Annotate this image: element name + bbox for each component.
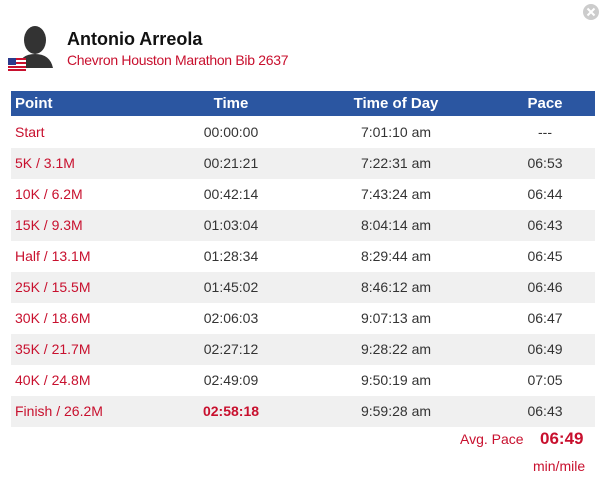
table-cell: Half / 13.1M <box>15 248 91 264</box>
table-cell: Finish / 26.2M <box>15 403 103 419</box>
table-cell: 01:45:02 <box>203 279 259 295</box>
avatar <box>8 26 53 71</box>
table-row: 15K / 9.3M 01:03:04 8:04:14 am 06:43 <box>11 210 595 241</box>
race-subtitle: Chevron Houston Marathon Bib 2637 <box>67 52 289 68</box>
table-row: 5K / 3.1M 00:21:21 7:22:31 am 06:53 <box>11 148 595 179</box>
runner-name: Antonio Arreola <box>67 29 203 49</box>
table-cell: 25K / 15.5M <box>15 279 91 295</box>
table-cell: --- <box>538 124 552 140</box>
avg-pace: 06:49 <box>540 429 584 448</box>
table-cell: 06:43 <box>527 217 563 233</box>
column-header: Point <box>15 95 53 112</box>
table-cell: 9:28:22 am <box>360 341 432 357</box>
table-cell: 7:22:31 am <box>360 155 432 171</box>
table-cell: 00:42:14 <box>203 186 259 202</box>
table-cell: 8:29:44 am <box>360 248 432 264</box>
table-cell: 8:04:14 am <box>360 217 432 233</box>
table-cell: Start <box>15 124 45 140</box>
table-cell: 06:45 <box>527 248 563 264</box>
table-row: 10K / 6.2M 00:42:14 7:43:24 am 06:44 <box>11 179 595 210</box>
avg-pace-label: Avg. Pace <box>460 431 524 447</box>
table-cell: 40K / 24.8M <box>15 372 91 388</box>
column-header: Pace <box>527 95 563 112</box>
table-cell: 02:06:03 <box>203 310 259 326</box>
table-cell: 02:49:09 <box>203 372 259 388</box>
table-cell: 9:59:28 am <box>360 403 432 419</box>
table-cell: 06:43 <box>527 403 563 419</box>
table-cell: 01:03:04 <box>203 217 259 233</box>
table-cell: 8:46:12 am <box>360 279 432 295</box>
table-cell: 30K / 18.6M <box>15 310 91 326</box>
table-row: 25K / 15.5M 01:45:02 8:46:12 am 06:46 <box>11 272 595 303</box>
table-cell: 7:01:10 am <box>360 124 432 140</box>
column-header: Time <box>213 95 249 112</box>
table-cell: 10K / 6.2M <box>15 186 83 202</box>
table-cell: 7:43:24 am <box>360 186 432 202</box>
table-cell: 9:07:13 am <box>360 310 432 326</box>
table-cell: 02:27:12 <box>203 341 259 357</box>
table-cell: 07:05 <box>527 372 563 388</box>
table-row: Half / 13.1M 01:28:34 8:29:44 am 06:45 <box>11 241 595 272</box>
table-cell: 9:50:19 am <box>360 372 432 388</box>
table-row: Start 00:00:00 7:01:10 am --- <box>11 117 595 148</box>
table-cell: 00:00:00 <box>203 124 259 140</box>
table-cell: 15K / 9.3M <box>15 217 83 233</box>
table-cell: 06:44 <box>527 186 563 202</box>
table-row: Finish / 26.2M 02:58:18 9:59:28 am 06:43 <box>11 396 595 427</box>
column-header: Time of Day <box>353 95 439 112</box>
table-cell: 5K / 3.1M <box>15 155 75 171</box>
table-row: 40K / 24.8M 02:49:09 9:50:19 am 07:05 <box>11 365 595 396</box>
table-row: 35K / 21.7M 02:27:12 9:28:22 am 06:49 <box>11 334 595 365</box>
table-cell: 01:28:34 <box>203 248 259 264</box>
table-cell: 06:47 <box>527 310 563 326</box>
table-row: 30K / 18.6M 02:06:03 9:07:13 am 06:47 <box>11 303 595 334</box>
table-header: Point Time Time of Day Pace <box>11 91 595 116</box>
close-button[interactable] <box>582 3 600 21</box>
table-cell: 00:21:21 <box>203 155 259 171</box>
table-cell: 02:58:18 <box>202 403 260 419</box>
table-cell: 06:49 <box>527 341 563 357</box>
table-cell: 06:53 <box>527 155 563 171</box>
pace-unit: min/mile <box>533 458 586 474</box>
table-cell: 35K / 21.7M <box>15 341 91 357</box>
table-cell: 06:46 <box>527 279 563 295</box>
